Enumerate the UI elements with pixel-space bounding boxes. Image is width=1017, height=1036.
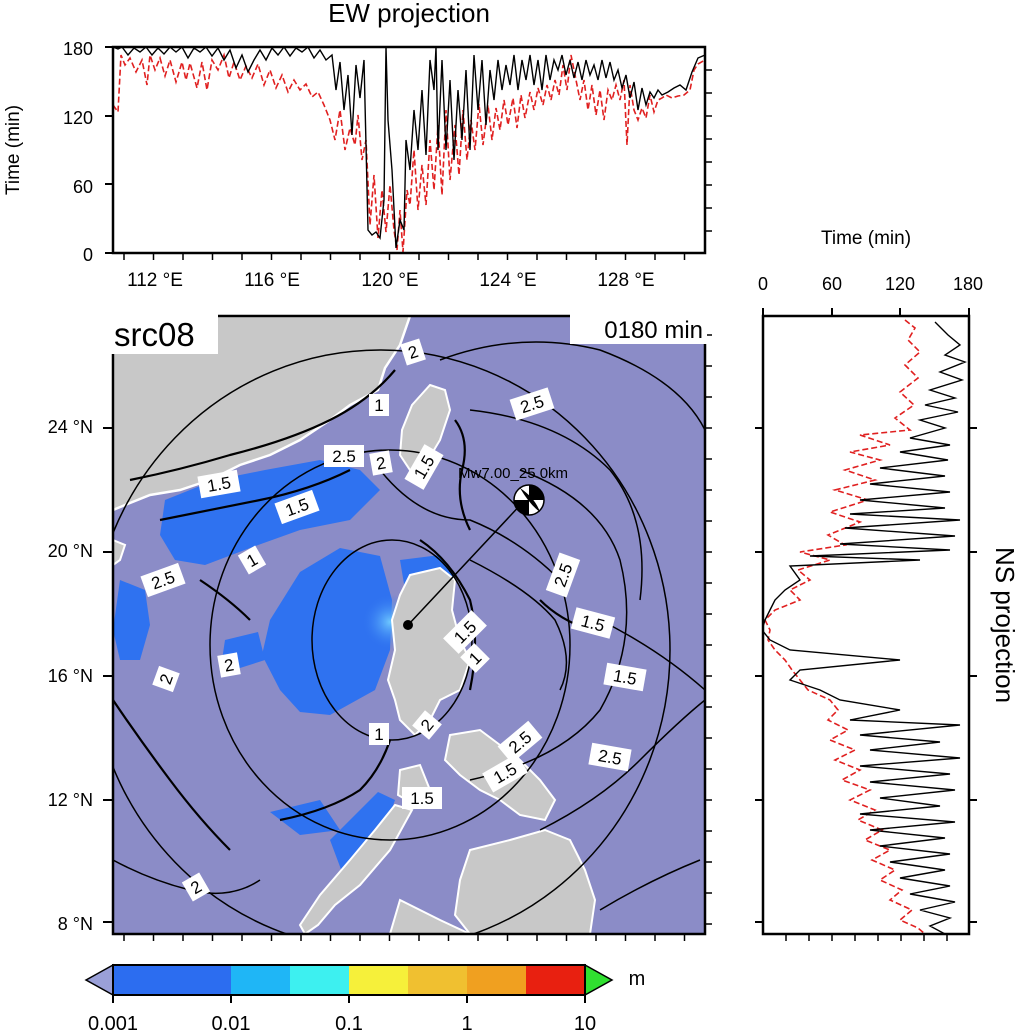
time-label-box <box>570 314 707 344</box>
svg-text:2: 2 <box>223 655 236 675</box>
ew-panel-title: EW projection <box>328 0 490 28</box>
contour-label: 2 <box>152 665 180 693</box>
ns-panel-frame <box>761 314 971 936</box>
ew-xtick-label: 112 °E <box>127 270 183 291</box>
contour-label: 1.5 <box>402 787 442 809</box>
colorbar-tick-label: 0.001 <box>88 1013 138 1035</box>
ns-xtick-label: 180 <box>953 274 983 294</box>
lat-tick-label: 20 °N <box>48 541 93 561</box>
contour-label: 2 <box>181 872 211 902</box>
ew-panel-ticks <box>105 46 712 260</box>
ns-black-trace <box>763 321 967 934</box>
event-label: Mw7.00_25.0km <box>458 465 568 482</box>
contour-label-group: 21 2.521.52.51.51.512.521.52.51.521.511.5… <box>140 338 647 902</box>
colorbar-segment <box>408 965 467 995</box>
svg-text:2: 2 <box>375 453 388 473</box>
svg-text:2.5: 2.5 <box>332 447 356 466</box>
colorbar-tick-label: 1 <box>461 1013 472 1035</box>
colorbar-unit: m <box>629 968 646 990</box>
colorbar-segment <box>467 965 526 995</box>
land-china-southwest <box>113 538 127 567</box>
contour-label: 1 <box>369 723 389 745</box>
contour-label: 2.5 <box>509 387 555 421</box>
ew-ytick-label: 0 <box>83 245 93 265</box>
ns-xtick-label: 0 <box>758 274 768 294</box>
colorbar-tick-label: 10 <box>574 1013 596 1035</box>
ew-ytick-label: 60 <box>73 177 93 197</box>
lat-tick-label: 24 °N <box>48 417 93 437</box>
map-ticks <box>103 334 712 941</box>
map-frame <box>111 314 707 936</box>
lat-tick-label: 12 °N <box>48 790 93 810</box>
ns-projection-panel: Time (min) 0 60 120 180 NS projection <box>755 228 1017 941</box>
land-borneo <box>388 898 471 934</box>
epicenter-marker <box>403 620 413 630</box>
contour-label: 1 <box>460 643 490 673</box>
contour-label: 2.5 <box>324 445 364 467</box>
svg-text:1.5: 1.5 <box>206 473 233 496</box>
ns-xtick-label: 120 <box>885 274 915 294</box>
ew-ytick-label: 180 <box>63 39 93 59</box>
contour-label: 2 <box>412 710 442 740</box>
colorbar-tick-label: 0.01 <box>212 1013 251 1035</box>
ns-panel-ticks <box>755 308 977 941</box>
contour-label: 1.5 <box>570 607 616 639</box>
contour-label: 1 <box>369 394 389 416</box>
source-link-line <box>407 499 526 626</box>
lat-tick-label: 8 °N <box>58 914 93 934</box>
colorbar-segment <box>231 965 290 995</box>
svg-text:1.5: 1.5 <box>612 666 639 689</box>
contour-label: 2 <box>217 652 241 678</box>
ew-xtick-label: 120 °E <box>361 270 418 291</box>
colorbar: m 0.001 0.01 0.1 1 10 <box>84 963 646 1035</box>
ew-xtick-label: 116 °E <box>244 270 300 291</box>
contour-label: 1.5 <box>603 662 647 692</box>
ew-red-dashed-trace <box>113 52 705 253</box>
svg-text:2.5: 2.5 <box>597 746 624 769</box>
map-panel: 21 2.521.52.51.51.512.521.52.51.521.511.5… <box>48 314 712 941</box>
svg-text:1.5: 1.5 <box>410 789 434 808</box>
colorbar-segment <box>290 965 349 995</box>
contour-label: 1.5 <box>197 469 241 499</box>
land-mindanao <box>453 828 597 934</box>
ns-red-dashed-trace <box>764 319 926 934</box>
ew-xtick-label: 128 °E <box>597 270 654 291</box>
colorbar-segment <box>113 965 231 995</box>
land-palawan <box>298 803 414 934</box>
ew-panel-frame <box>111 45 707 255</box>
colorbar-segment <box>526 965 585 995</box>
svg-text:1: 1 <box>374 396 383 415</box>
colorbar-over-arrow <box>584 963 614 997</box>
contour-label: 2.5 <box>588 742 632 772</box>
focal-mechanism-beachball <box>513 484 545 516</box>
colorbar-under-arrow <box>84 963 114 997</box>
source-label-box <box>110 314 218 354</box>
ew-ytick-label: 120 <box>63 108 93 128</box>
contour-label: 1 <box>237 545 267 575</box>
wave-zone-gulf <box>113 580 150 660</box>
ew-panel-ylabel: Time (min) <box>3 105 24 195</box>
source-label: src08 <box>114 316 195 353</box>
ns-panel-xlabel: Time (min) <box>821 228 911 249</box>
wave-zone-central <box>262 548 392 715</box>
contour-label: 2 <box>400 338 426 366</box>
contour-label: 2 <box>369 450 393 476</box>
ew-projection-panel: EW projection Time (min) 180 120 60 0 11… <box>3 0 712 291</box>
lat-tick-label: 16 °N <box>48 666 93 686</box>
colorbar-tick-label: 0.1 <box>335 1013 363 1035</box>
ns-panel-title: NS projection <box>990 547 1017 703</box>
ew-xtick-label: 124 °E <box>479 270 536 291</box>
time-label: 0180 min <box>604 317 703 344</box>
ns-xtick-label: 60 <box>822 274 842 294</box>
colorbar-segment <box>349 965 408 995</box>
svg-text:1: 1 <box>374 725 383 744</box>
land-china <box>113 316 412 512</box>
ew-black-trace <box>113 47 705 249</box>
